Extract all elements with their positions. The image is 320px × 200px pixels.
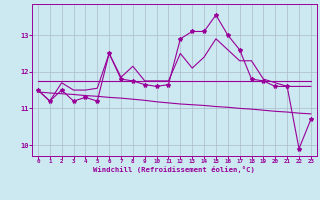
X-axis label: Windchill (Refroidissement éolien,°C): Windchill (Refroidissement éolien,°C) <box>93 166 255 173</box>
